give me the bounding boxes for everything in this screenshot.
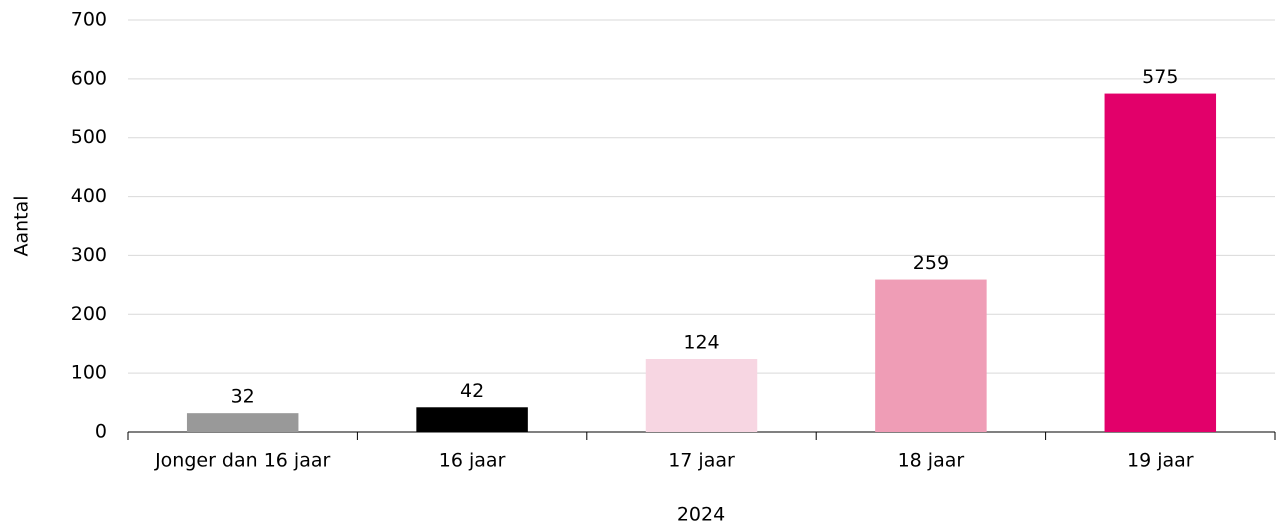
data-label: 42 (460, 380, 484, 402)
x-tick-label: 18 jaar (898, 450, 965, 472)
data-label: 259 (913, 252, 949, 274)
x-tick-label: 16 jaar (439, 450, 506, 472)
y-tick-label: 100 (71, 362, 107, 384)
y-tick-label: 600 (71, 67, 107, 89)
bar (186, 413, 299, 432)
y-tick-label: 700 (71, 9, 107, 31)
y-tick-label: 500 (71, 126, 107, 148)
x-tick-label: Jonger dan 16 jaar (154, 450, 330, 472)
x-tick-label: 17 jaar (668, 450, 735, 472)
y-tick-label: 0 (95, 421, 107, 443)
data-label: 124 (683, 332, 719, 354)
x-tick-label: 19 jaar (1127, 450, 1194, 472)
y-tick-label: 400 (71, 185, 107, 207)
y-axis-label: Aantal (11, 195, 33, 256)
bar (1104, 93, 1217, 433)
bar (645, 359, 758, 432)
x-axis-label: 2024 (677, 504, 725, 526)
data-label: 32 (231, 386, 255, 408)
data-label: 575 (1142, 66, 1178, 88)
bar (416, 407, 528, 432)
bar (875, 279, 987, 432)
y-tick-label: 200 (71, 303, 107, 325)
y-tick-label: 300 (71, 244, 107, 266)
